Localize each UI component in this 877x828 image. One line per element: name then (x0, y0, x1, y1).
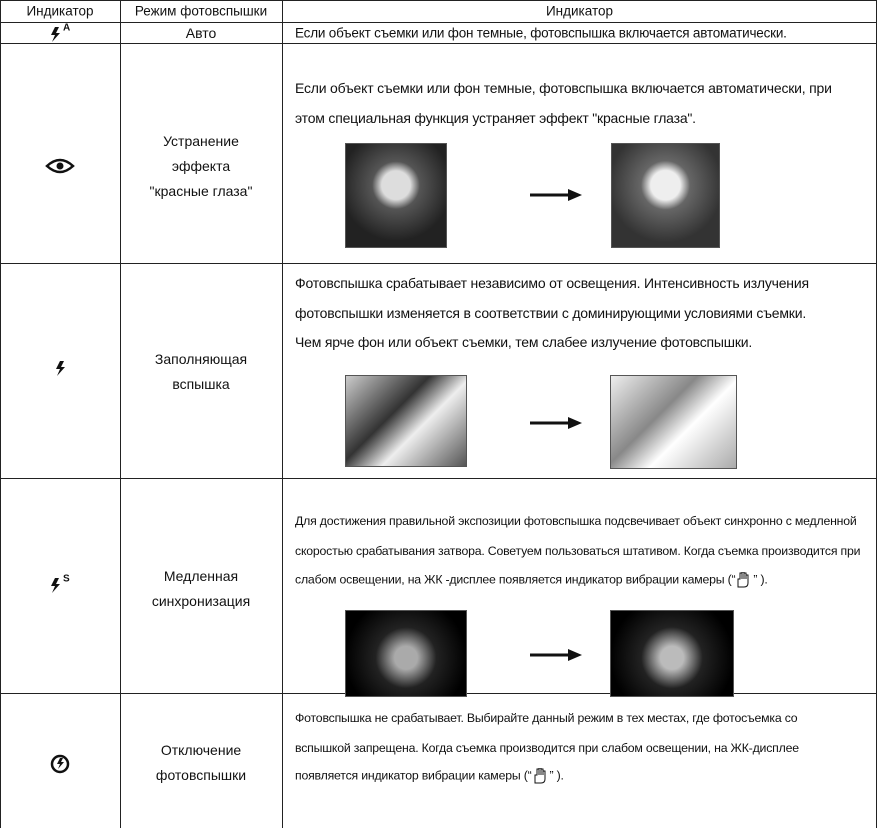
description-line: слабом освещении, на ЖК -дисплее появляе… (295, 571, 768, 588)
header-cell: Режим фотовспышки (134, 3, 268, 19)
description-line: Чем ярче фон или объект съемки, тем слаб… (295, 334, 753, 350)
hand-icon (534, 767, 545, 784)
mode-label: "красные глаза" (149, 183, 253, 199)
description-line: Фотовспышка не срабатывает. Выбирайте да… (295, 711, 798, 725)
description-line: Если объект съемки или фон темные, фотов… (295, 80, 832, 96)
mode-label: Медленная (163, 567, 239, 584)
icon-letter: S (63, 573, 70, 585)
description-line: вспышкой запрещена. Когда съемка произво… (295, 741, 799, 755)
photo-before (345, 375, 467, 467)
mode-label: вспышка (172, 375, 230, 392)
header-cell: Индикатор (545, 3, 614, 19)
description-line: скоростью срабатывания затвора. Советуем… (295, 544, 861, 558)
hand-icon (737, 571, 749, 588)
mode-label: эффекта (171, 158, 231, 174)
mode-label: Заполняющая (154, 350, 248, 367)
description-line: Если объект съемки или фон темные, фотов… (295, 25, 787, 41)
description-line: Для достижения правильной экспозиции фот… (295, 514, 857, 528)
photo-after (611, 143, 720, 248)
icon-letter: A (63, 22, 71, 34)
mode-label: Авто (185, 25, 217, 41)
photo-after (610, 375, 737, 469)
mode-label: Устранение (163, 133, 239, 149)
description-tail: ” ). (753, 572, 768, 587)
description-line: появляется индикатор вибрации камеры (“”… (295, 767, 564, 784)
photo-before (345, 610, 467, 697)
description-line: фотовспышки изменяется в соответствии с … (295, 305, 807, 321)
description-line: Фотовспышка срабатывает независимо от ос… (295, 275, 809, 291)
mode-label: синхронизация (151, 592, 251, 609)
photo-after (610, 610, 734, 697)
description-tail: ” ). (549, 768, 564, 783)
description-line: этом специальная функция устраняет эффек… (295, 110, 696, 126)
mode-label: фотовспышки (155, 766, 247, 783)
mode-label: Отключение (160, 741, 242, 758)
header-cell: Индикатор (26, 3, 94, 19)
photo-before (345, 143, 447, 248)
